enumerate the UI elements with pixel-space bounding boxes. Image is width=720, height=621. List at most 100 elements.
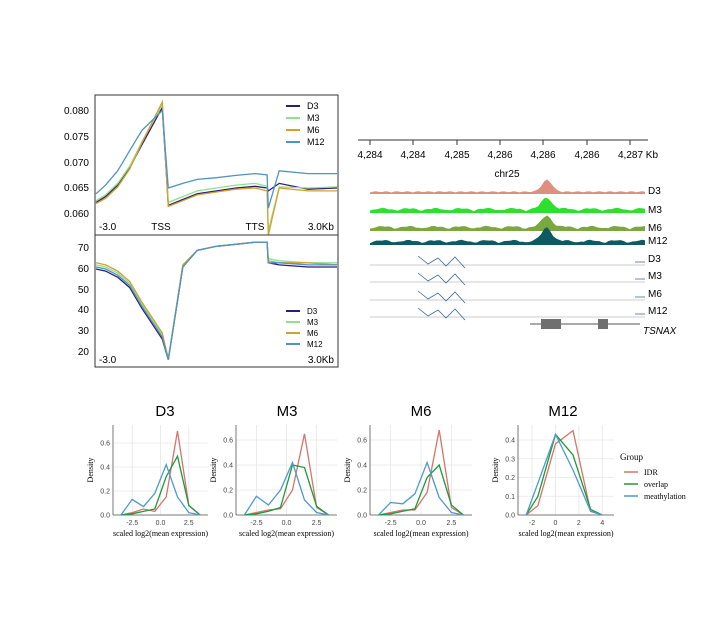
y-tick-label: 0.4 [223,463,233,470]
density-plot-title: M6 [411,403,432,420]
meth-profile [417,307,466,321]
x-tick-label: -2.5 [385,520,397,527]
y-tick-label: 0.2 [100,489,110,496]
x-tick-label: 0.0 [416,520,426,527]
y-tick-label: 20 [78,347,90,358]
axis-tick-label: 4,284 [357,150,382,161]
density-line-IDR [120,430,201,516]
x-label-start: -3.0 [99,222,117,233]
gene-exon [541,319,561,329]
legend-label: D3 [307,101,319,111]
y-tick-label: 0.6 [223,438,233,445]
y-tick-label: 0.075 [64,132,89,143]
y-axis-title: Density [343,458,352,483]
metagene-top-legend: D3 M3 M6 M12 [286,101,325,147]
signal-track-M6 [370,215,645,231]
y-tick-label: 0.0 [505,513,515,520]
x-tick-label: 0.0 [156,520,166,527]
density-legend: Group IDR overlap meathylation [620,452,686,501]
legend-title: Group [620,452,643,462]
metagene-bottom-frame [94,234,339,368]
meth-track-label-D3: D3 [648,254,661,265]
y-tick-label: 0.2 [505,475,515,482]
series-line-M12 [95,241,337,360]
y-tick-label: 0.6 [100,441,110,448]
series-line-M12 [95,108,337,209]
track-label-M6: M6 [648,223,662,234]
x-tick-label: 4 [600,520,604,527]
y-tick-label: 0.060 [64,209,89,220]
track-label-M3: M3 [648,205,662,216]
y-tick-label: 0.2 [357,488,367,495]
series-line-M3 [95,102,338,232]
series-line-M6 [95,99,337,236]
y-tick-label: 60 [78,264,90,275]
y-tick-label: 0.4 [505,438,515,445]
metagene-bottom-yticks: 70 60 50 40 30 20 [78,243,90,358]
x-tick-label: -2.5 [250,520,262,527]
y-tick-label: 0.065 [64,183,89,194]
chromosome-label: chr25 [494,169,519,180]
density-line-meathylation [378,460,464,516]
density-line-meathylation [243,460,329,516]
y-tick-label: 30 [78,326,90,337]
axis-tick-label: 4,286 [487,150,512,161]
x-tick-label: 0.0 [282,520,292,527]
y-tick-label: 0.6 [357,438,367,445]
density-line-overlap [378,463,464,516]
signal-track-M3 [370,198,645,213]
legend-label: M3 [307,318,319,327]
methylation-track-labels: D3 M3 M6 M12 [648,254,668,317]
y-tick-label: 0.0 [100,513,110,520]
y-tick-label: 0.2 [223,488,233,495]
coordinate-ticks [369,140,631,145]
metagene-bottom-series [95,241,338,360]
y-axis-title: Density [491,458,500,483]
y-tick-label: 50 [78,285,90,296]
x-axis-title: scaled log2(mean expression) [239,529,334,538]
y-tick-label: 0.080 [64,106,89,117]
density-plot-title: M3 [277,403,298,420]
legend-label: meathylation [644,492,686,501]
metagene-top-panel: 0.080 0.075 0.070 0.065 0.060 -3.0 TSS T… [64,94,339,236]
signal-track-labels: D3 M3 M6 M12 [648,186,668,247]
metagene-top-series [95,99,338,236]
meth-profile [417,255,466,269]
y-tick-label: 0.070 [64,158,89,169]
methylation-tracks [370,255,645,321]
x-tick-label: 2 [577,520,581,527]
density-plot-M12: M12 0.0 0.1 0.2 0.3 0.4 -2 0 2 4 scaled log2(mean … [491,403,614,538]
meth-track-label-M6: M6 [648,289,662,300]
signal-tracks [370,179,645,245]
meth-track-label-M3: M3 [648,271,662,282]
track-label-D3: D3 [648,186,661,197]
x-label-tts: TTS [246,222,265,233]
gene-exon [598,319,608,329]
y-tick-label: 0.0 [357,513,367,520]
axis-tick-label: 4,284 [400,150,425,161]
legend-label: M3 [307,113,320,123]
y-tick-label: 0.4 [357,463,367,470]
density-line-overlap [244,464,329,516]
x-tick-label: 2.5 [446,520,456,527]
legend-label: D3 [307,307,318,316]
x-tick-label: 2.5 [184,520,194,527]
meth-profile [417,290,466,304]
x-tick-label: 2.5 [312,520,322,527]
y-axis-title: Density [209,458,218,483]
axis-tick-label: 4,286 [530,150,555,161]
signal-track-D3 [370,179,645,194]
series-line-M3 [95,241,337,358]
density-line-IDR [244,433,329,516]
x-axis-title: scaled log2(mean expression) [373,529,468,538]
y-tick-label: 40 [78,305,90,316]
signal-track-M12 [370,227,645,245]
series-line-D3 [95,105,338,207]
x-axis-title: scaled log2(mean expression) [518,529,613,538]
legend-label: overlap [644,480,668,489]
y-tick-label: 0.1 [505,494,515,501]
legend-label: M6 [307,329,319,338]
metagene-bottom-panel: 70 60 50 40 30 20 -3.0 3.0Kb D3 M3 M6 M1… [78,234,339,368]
density-plot-M6: M6 0.0 0.2 0.4 0.6 -2.5 0.0 2.5 scaled log2(mean… [343,403,472,538]
